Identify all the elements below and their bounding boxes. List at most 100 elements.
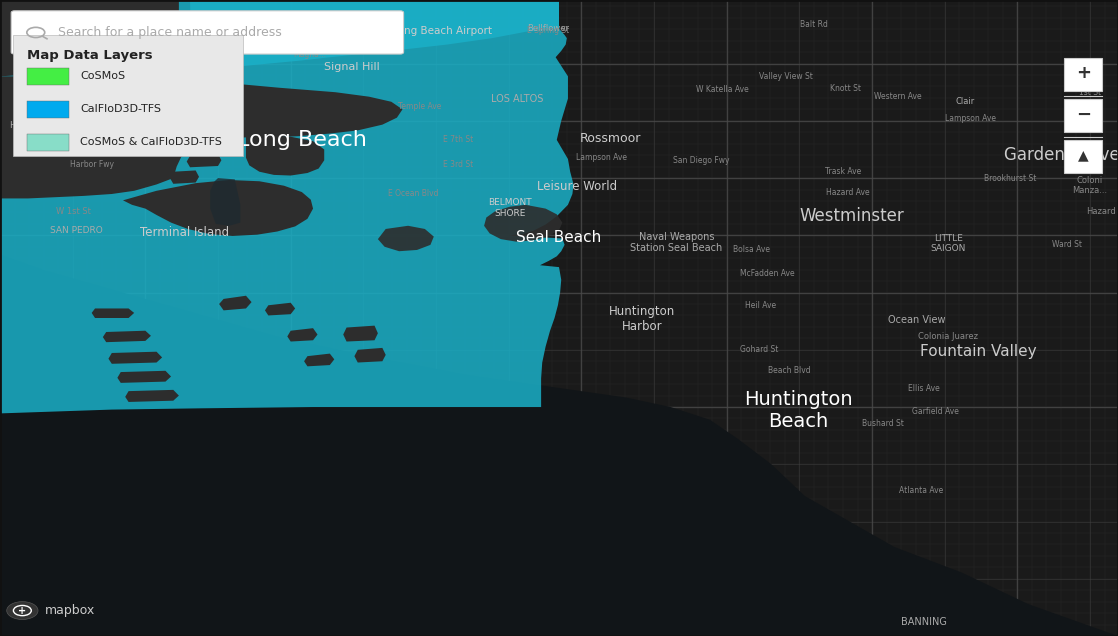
Text: +: + [1076, 64, 1091, 82]
Polygon shape [378, 226, 434, 251]
Text: CoSMoS & CalFloD3D-TFS: CoSMoS & CalFloD3D-TFS [80, 137, 222, 147]
Text: CalFloD3D-TFS: CalFloD3D-TFS [80, 104, 161, 114]
Text: Heil Ave: Heil Ave [745, 301, 776, 310]
Text: Brookhurst St: Brookhurst St [985, 174, 1036, 183]
Text: Temple Ave: Temple Ave [398, 102, 440, 111]
Text: Western Ave: Western Ave [874, 92, 921, 101]
Text: Knott St: Knott St [830, 84, 861, 93]
Text: Map Data Layers: Map Data Layers [27, 49, 152, 62]
Text: McFadden Ave: McFadden Ave [740, 269, 794, 278]
Polygon shape [123, 180, 313, 236]
Polygon shape [103, 331, 151, 342]
Text: Magna...: Magna... [293, 50, 326, 59]
Text: Signal Hill: Signal Hill [324, 62, 380, 72]
Text: Huntington
Harbor: Huntington Harbor [608, 305, 675, 333]
Text: Terminal Island: Terminal Island [140, 226, 229, 238]
Text: Beach Blvd: Beach Blvd [768, 366, 811, 375]
Text: Valley View St: Valley View St [759, 72, 813, 81]
Text: W Katella Ave: W Katella Ave [695, 85, 749, 93]
Text: Hazard Ave: Hazard Ave [825, 188, 870, 197]
Text: −: − [1076, 106, 1091, 123]
Polygon shape [354, 348, 386, 363]
Text: Harbor Fwy: Harbor Fwy [69, 160, 114, 169]
Text: Bushard St: Bushard St [862, 419, 904, 428]
Text: CoSMoS: CoSMoS [80, 71, 125, 81]
Text: Garfield Ave: Garfield Ave [912, 407, 959, 416]
Polygon shape [170, 170, 199, 184]
Text: LOS ALTOS: LOS ALTOS [492, 93, 543, 104]
Polygon shape [187, 154, 221, 167]
Bar [27, 134, 69, 151]
Polygon shape [219, 296, 252, 310]
Text: Fountain Valley: Fountain Valley [920, 344, 1036, 359]
Text: SAN PEDRO: SAN PEDRO [49, 226, 103, 235]
Text: BANNING: BANNING [900, 617, 947, 627]
Text: Clair: Clair [955, 97, 975, 106]
Text: Santa...: Santa... [341, 34, 370, 43]
Text: Colonia Juarez: Colonia Juarez [918, 332, 978, 341]
Text: Leisure World: Leisure World [537, 181, 617, 193]
Text: Ocean View: Ocean View [888, 315, 946, 325]
Polygon shape [125, 390, 179, 402]
Polygon shape [246, 137, 324, 176]
Text: Huntington
Beach: Huntington Beach [743, 391, 853, 431]
Text: Garden Grove: Garden Grove [1004, 146, 1118, 163]
Text: WILMINGTON: WILMINGTON [132, 92, 192, 101]
FancyBboxPatch shape [13, 35, 243, 156]
Text: Naval Weapons
Station Seal Beach: Naval Weapons Station Seal Beach [631, 232, 722, 253]
Text: ▲: ▲ [1078, 148, 1089, 162]
Polygon shape [92, 308, 134, 318]
Text: Long Beach Airport: Long Beach Airport [391, 25, 492, 36]
Text: 1st St: 1st St [1079, 88, 1101, 97]
FancyBboxPatch shape [1064, 99, 1102, 132]
Text: Lampson Ave: Lampson Ave [945, 114, 996, 123]
Text: Hazard: Hazard [1087, 207, 1116, 216]
Text: Ward St: Ward St [1052, 240, 1081, 249]
Text: Search for a place name or address: Search for a place name or address [58, 26, 282, 39]
Polygon shape [484, 205, 562, 242]
FancyBboxPatch shape [1064, 58, 1102, 91]
Polygon shape [117, 371, 171, 383]
Polygon shape [265, 303, 295, 315]
Polygon shape [287, 328, 318, 342]
FancyBboxPatch shape [1064, 140, 1102, 173]
Polygon shape [343, 326, 378, 342]
Text: San Diego Fwy: San Diego Fwy [673, 156, 729, 165]
Text: Long Beach: Long Beach [237, 130, 367, 150]
Text: Bolsa Ave: Bolsa Ave [732, 245, 770, 254]
Text: E 3rd St: E 3rd St [443, 160, 474, 169]
Text: Atlanta Ave: Atlanta Ave [899, 487, 944, 495]
Text: Gohard St: Gohard St [740, 345, 778, 354]
Text: LITTLE
SAIGON: LITTLE SAIGON [930, 234, 966, 253]
Text: Trask Ave: Trask Ave [825, 167, 861, 176]
Polygon shape [0, 76, 402, 198]
Text: +: + [18, 605, 27, 616]
Bar [27, 68, 69, 85]
Text: Seal Beach: Seal Beach [517, 230, 601, 245]
Polygon shape [0, 0, 179, 76]
Text: W 1st St: W 1st St [56, 207, 92, 216]
Text: HARBOR
CITY: HARBOR CITY [9, 121, 47, 140]
Text: Lampson Ave: Lampson Ave [576, 153, 627, 162]
Polygon shape [0, 254, 1118, 636]
Text: Westminster: Westminster [799, 207, 904, 225]
Text: BELMONT
SHORE: BELMONT SHORE [487, 198, 532, 218]
Text: Ellis Ave: Ellis Ave [908, 384, 939, 393]
Text: Rossmoor: Rossmoor [580, 132, 641, 145]
Text: EL St: EL St [130, 73, 150, 82]
Polygon shape [108, 352, 162, 364]
Polygon shape [304, 354, 334, 366]
Text: mapbox: mapbox [45, 604, 95, 617]
Bar [27, 101, 69, 118]
Text: E 7th St: E 7th St [443, 135, 474, 144]
Text: E Ocean Blvd: E Ocean Blvd [388, 189, 439, 198]
Text: Coloni
Manza...: Coloni Manza... [1072, 176, 1108, 195]
FancyBboxPatch shape [11, 11, 404, 54]
Circle shape [7, 602, 38, 619]
Polygon shape [190, 0, 559, 103]
Polygon shape [210, 178, 240, 226]
Text: Bellflower: Bellflower [527, 24, 569, 33]
Text: Balt Rd: Balt Rd [800, 20, 827, 29]
Text: E Spring St: E Spring St [527, 26, 569, 35]
Polygon shape [0, 0, 574, 413]
